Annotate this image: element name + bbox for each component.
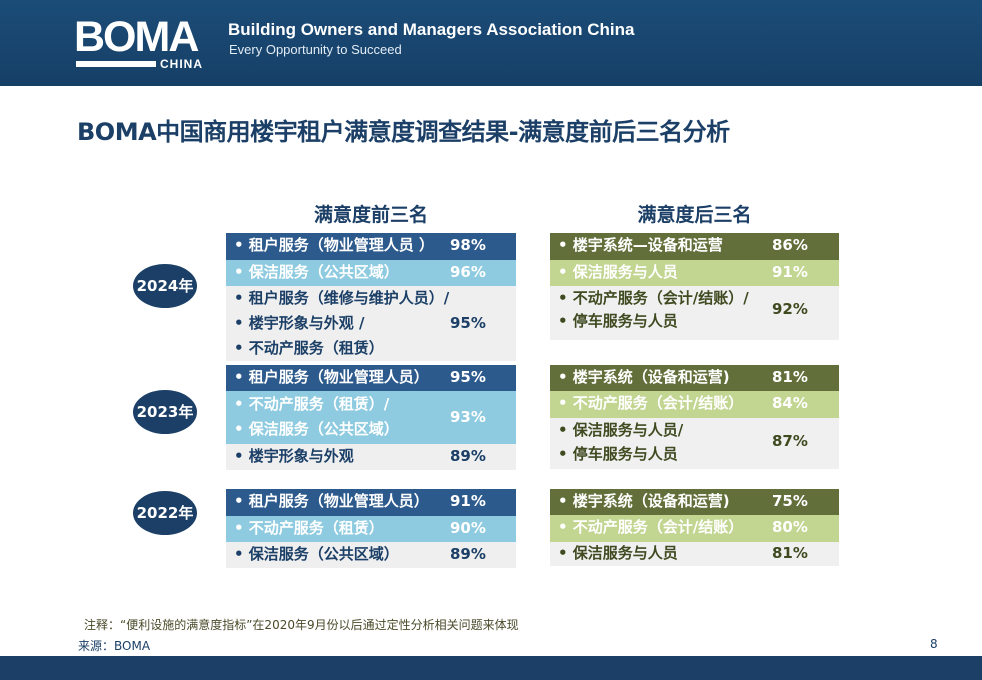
bottom3-2023-row-2: • 不动产服务（会计/结账） 84% xyxy=(550,391,839,418)
row-percent: 90% xyxy=(450,519,486,537)
bottom3-heading: 满意度后三名 xyxy=(637,204,752,226)
bottom3-2023-row-1: • 楼宇系统（设备和运营) 81% xyxy=(550,365,839,391)
row-percent: 91% xyxy=(450,492,486,510)
row-label: • 保洁服务（公共区域） xyxy=(234,545,399,563)
year-badge-2024: 2024年 xyxy=(133,264,197,308)
row-label: • 保洁服务（公共区域） xyxy=(234,263,399,281)
row-percent: 81% xyxy=(772,368,808,386)
row-label: • 不动产服务（会计/结账） xyxy=(558,394,744,412)
row-label: • 租户服务（物业管理人员 ） xyxy=(234,236,435,254)
logo-word: BOMA xyxy=(74,13,199,61)
row-label-line-2: • 停车服务与人员 xyxy=(558,445,678,463)
row-label: • 租户服务（物业管理人员） xyxy=(234,368,429,386)
row-label-line-1: • 不动产服务（会计/结账）/ xyxy=(558,289,749,307)
top3-2023-row-2: • 不动产服务（租赁）/ • 保洁服务（公共区域） 93% xyxy=(226,391,516,444)
row-label-line-2: • 保洁服务（公共区域） xyxy=(234,420,399,438)
organization-name: Building Owners and Managers Association… xyxy=(228,20,635,39)
row-label-line-2: • 停车服务与人员 xyxy=(558,312,678,330)
organization-tagline: Every Opportunity to Succeed xyxy=(229,42,402,57)
row-label: • 楼宇系统（设备和运营) xyxy=(558,492,730,510)
row-label: • 楼宇系统（设备和运营) xyxy=(558,368,730,386)
row-percent: 89% xyxy=(450,545,486,563)
source-line: 来源：BOMA xyxy=(78,639,151,653)
logo-subtext: CHINA xyxy=(160,57,203,71)
boma-china-logo: BOMA CHINA xyxy=(74,14,214,72)
row-label: • 保洁服务与人员 xyxy=(558,263,678,281)
row-percent: 80% xyxy=(772,518,808,536)
header-band: BOMA CHINA Building Owners and Managers … xyxy=(0,0,982,86)
row-percent: 87% xyxy=(772,432,808,450)
year-badge-2023: 2023年 xyxy=(133,390,197,434)
row-percent: 84% xyxy=(772,394,808,412)
top3-2024-row-2: • 保洁服务（公共区域） 96% xyxy=(226,260,516,286)
page-number: 8 xyxy=(930,637,938,651)
row-percent: 95% xyxy=(450,314,486,332)
row-percent: 75% xyxy=(772,492,808,510)
top3-2022-row-1: • 租户服务（物业管理人员） 91% xyxy=(226,489,516,516)
row-percent: 96% xyxy=(450,263,486,281)
row-percent: 92% xyxy=(772,300,808,318)
row-label: • 楼宇系统—设备和运营 xyxy=(558,236,723,254)
row-percent: 89% xyxy=(450,447,486,465)
footnote: 注释：“便利设施的满意度指标”在2020年9月份以后通过定性分析相关问题来体现 xyxy=(84,618,519,632)
row-label-line-2: • 楼宇形象与外观 / xyxy=(234,314,365,332)
top3-2022-row-2: • 不动产服务（租赁） 90% xyxy=(226,516,516,542)
top3-2024-row-1: • 租户服务（物业管理人员 ） 98% xyxy=(226,233,516,260)
row-label-line-1: • 租户服务（维修与维护人员）/ xyxy=(234,289,450,307)
bottom3-2022-row-1: • 楼宇系统（设备和运营) 75% xyxy=(550,489,839,515)
row-percent: 91% xyxy=(772,263,808,281)
row-label: • 保洁服务与人员 xyxy=(558,544,678,562)
row-label: • 楼宇形象与外观 xyxy=(234,447,354,465)
row-percent: 93% xyxy=(450,408,486,426)
footer-band xyxy=(0,656,982,680)
bottom3-2022-row-3: • 保洁服务与人员 81% xyxy=(550,542,839,566)
row-percent: 81% xyxy=(772,544,808,562)
year-badge-2022: 2022年 xyxy=(133,491,197,535)
row-label-line-1: • 不动产服务（租赁）/ xyxy=(234,395,390,413)
bottom3-2022-row-2: • 不动产服务（会计/结账） 80% xyxy=(550,515,839,542)
top3-2022-row-3: • 保洁服务（公共区域） 89% xyxy=(226,542,516,568)
page-title: BOMA中国商用楼宇租户满意度调查结果-满意度前后三名分析 xyxy=(77,118,730,146)
top3-2024-row-3: • 租户服务（维修与维护人员）/ • 楼宇形象与外观 / • 不动产服务（租赁）… xyxy=(226,286,516,361)
row-percent: 86% xyxy=(772,236,808,254)
top3-2023-row-3: • 楼宇形象与外观 89% xyxy=(226,444,516,470)
bottom3-2024-row-3: • 不动产服务（会计/结账）/ • 停车服务与人员 92% xyxy=(550,286,839,340)
top3-heading: 满意度前三名 xyxy=(313,204,428,226)
row-label-line-3: • 不动产服务（租赁） xyxy=(234,339,384,357)
row-label: • 租户服务（物业管理人员） xyxy=(234,492,429,510)
bottom3-2023-row-3: • 保洁服务与人员/ • 停车服务与人员 87% xyxy=(550,418,839,469)
row-label: • 不动产服务（会计/结账） xyxy=(558,518,744,536)
bottom3-2024-row-1: • 楼宇系统—设备和运营 86% xyxy=(550,233,839,260)
row-percent: 95% xyxy=(450,368,486,386)
row-label-line-1: • 保洁服务与人员/ xyxy=(558,421,684,439)
bottom3-2024-row-2: • 保洁服务与人员 91% xyxy=(550,260,839,286)
top3-2023-row-1: • 租户服务（物业管理人员） 95% xyxy=(226,365,516,391)
logo-underline xyxy=(76,61,156,67)
row-label: • 不动产服务（租赁） xyxy=(234,519,384,537)
row-percent: 98% xyxy=(450,236,486,254)
